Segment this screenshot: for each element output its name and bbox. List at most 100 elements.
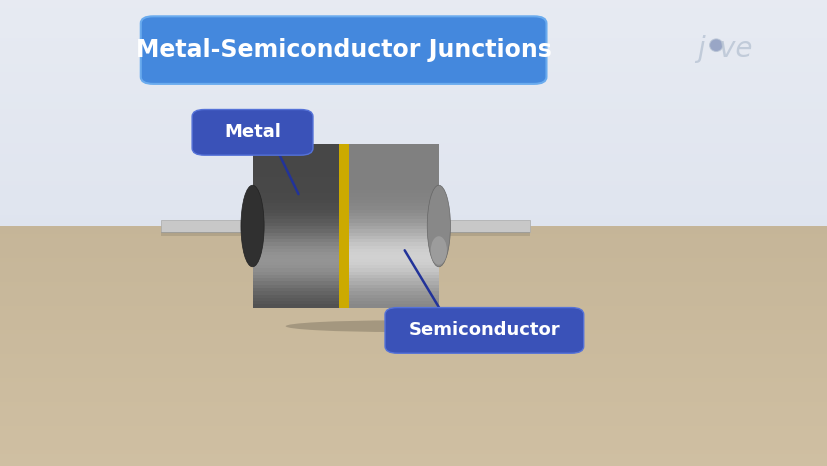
Bar [0, 462, 827, 466]
Text: j: j [696, 35, 705, 63]
Polygon shape [252, 171, 343, 174]
Bar [0, 394, 827, 398]
Bar [0, 0, 827, 4]
Bar [0, 109, 827, 113]
Bar [0, 370, 827, 374]
Polygon shape [343, 249, 438, 252]
Polygon shape [252, 295, 343, 298]
Polygon shape [343, 164, 438, 167]
Polygon shape [343, 233, 438, 236]
Polygon shape [343, 144, 438, 148]
Bar [0, 181, 827, 185]
Polygon shape [343, 190, 438, 193]
Bar [0, 45, 827, 49]
Polygon shape [343, 193, 438, 197]
Bar [0, 418, 827, 422]
Polygon shape [343, 203, 438, 206]
Polygon shape [343, 259, 438, 262]
Bar [0, 266, 827, 270]
Bar [0, 75, 827, 79]
FancyBboxPatch shape [385, 308, 583, 353]
Bar [0, 434, 827, 438]
Bar [0, 219, 827, 222]
Bar [0, 398, 827, 402]
Bar [0, 458, 827, 462]
Bar [0, 274, 827, 278]
Polygon shape [252, 213, 343, 216]
Bar [0, 4, 827, 7]
Bar [0, 34, 827, 38]
Bar [0, 254, 827, 258]
Polygon shape [252, 197, 343, 200]
Bar [0, 450, 827, 454]
Bar [0, 454, 827, 458]
Polygon shape [343, 252, 438, 255]
Polygon shape [343, 272, 438, 275]
Polygon shape [252, 184, 343, 187]
Polygon shape [252, 216, 343, 219]
Polygon shape [343, 210, 438, 213]
Polygon shape [343, 288, 438, 291]
Polygon shape [343, 184, 438, 187]
Polygon shape [252, 164, 343, 167]
Bar [0, 60, 827, 64]
Polygon shape [252, 210, 343, 213]
Polygon shape [343, 239, 438, 242]
Bar [0, 11, 827, 15]
Bar [0, 143, 827, 147]
Bar [0, 22, 827, 27]
Bar [0, 326, 827, 330]
Polygon shape [343, 304, 438, 308]
Bar [0, 250, 827, 254]
Polygon shape [252, 265, 343, 268]
Polygon shape [252, 301, 343, 304]
Text: Metal: Metal [224, 123, 280, 141]
Bar [0, 350, 827, 354]
Polygon shape [252, 203, 343, 206]
Polygon shape [252, 161, 343, 164]
Polygon shape [415, 220, 529, 232]
Polygon shape [252, 285, 343, 288]
Polygon shape [252, 167, 343, 171]
Bar [0, 330, 827, 334]
Polygon shape [343, 278, 438, 281]
Polygon shape [343, 246, 438, 249]
Ellipse shape [241, 185, 264, 267]
Polygon shape [252, 148, 343, 151]
Polygon shape [343, 281, 438, 285]
Bar [0, 113, 827, 117]
Polygon shape [252, 229, 343, 233]
Bar [0, 262, 827, 266]
Polygon shape [252, 259, 343, 262]
Bar [0, 378, 827, 382]
Polygon shape [343, 291, 438, 295]
Polygon shape [252, 275, 343, 278]
Bar [0, 79, 827, 83]
Bar [0, 15, 827, 19]
Bar [0, 366, 827, 370]
Bar [0, 98, 827, 102]
Polygon shape [252, 206, 343, 210]
Bar [0, 234, 827, 238]
Bar [0, 246, 827, 250]
Polygon shape [252, 252, 343, 255]
Bar [0, 406, 827, 410]
Polygon shape [343, 151, 438, 154]
Polygon shape [343, 187, 438, 190]
FancyBboxPatch shape [141, 16, 546, 84]
Polygon shape [343, 174, 438, 177]
Polygon shape [343, 298, 438, 301]
Bar [0, 286, 827, 290]
Bar [0, 306, 827, 310]
Bar [0, 318, 827, 322]
Bar [0, 203, 827, 207]
Polygon shape [252, 242, 343, 246]
Bar [0, 322, 827, 326]
Polygon shape [252, 174, 343, 177]
Bar [0, 226, 827, 230]
Polygon shape [252, 249, 343, 252]
Polygon shape [252, 291, 343, 295]
Bar [0, 314, 827, 318]
Bar [0, 185, 827, 188]
Bar [0, 139, 827, 143]
